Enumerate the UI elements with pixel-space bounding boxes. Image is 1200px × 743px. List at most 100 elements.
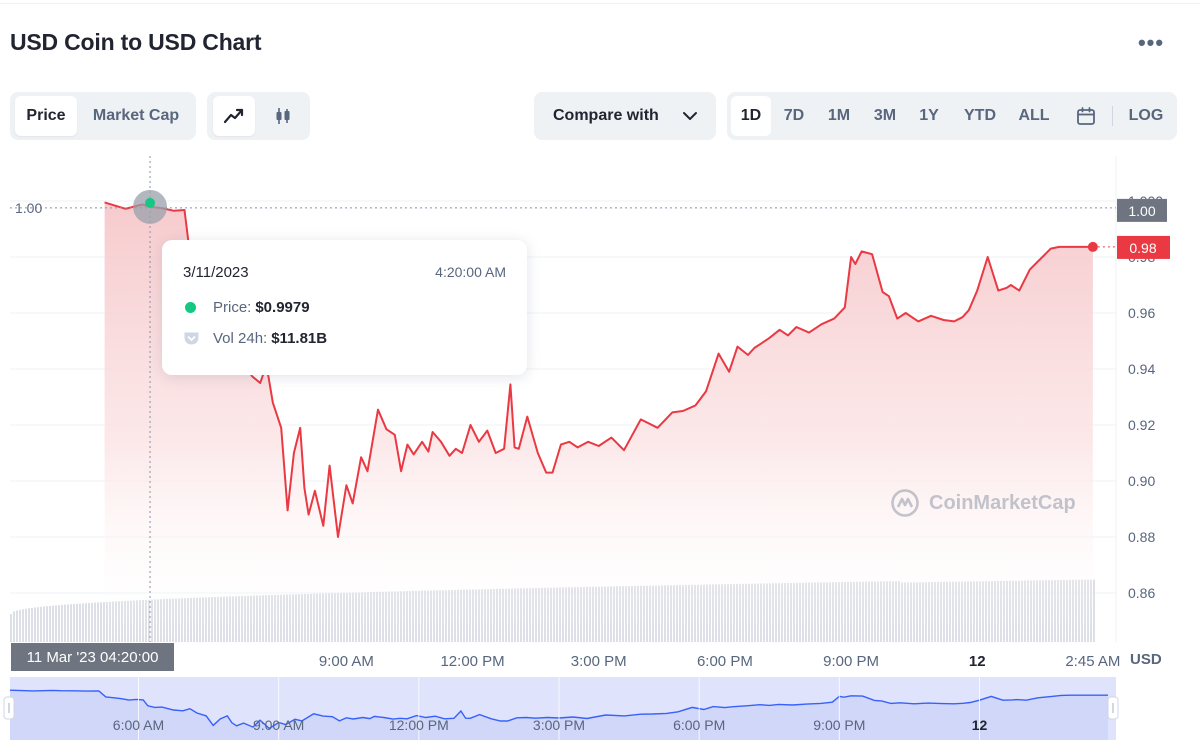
volume-bar: [19, 609, 21, 642]
price-area: [104, 201, 1093, 640]
current-value-badge: [1117, 235, 1170, 259]
x-tick-label: 12:00 PM: [440, 653, 504, 670]
crosshair-left-y-label: 1.00: [15, 200, 42, 216]
volume-bar: [43, 606, 45, 642]
volume-bar: [1093, 579, 1095, 642]
line-chart-button[interactable]: [213, 96, 255, 136]
candlestick-chart-button[interactable]: [262, 96, 304, 136]
compare-with-dropdown[interactable]: Compare with: [534, 92, 716, 140]
volume-bar: [16, 610, 18, 642]
tooltip-volume-value: $11.81B: [271, 330, 328, 347]
volume-bar: [76, 603, 78, 642]
volume-bar: [73, 604, 75, 642]
navigator-tick-label: 9:00 PM: [813, 717, 865, 733]
y-tick-label: 0.86: [1128, 585, 1155, 601]
coinmarketcap-logo-icon: [891, 489, 919, 517]
navigator-tick-label: 12: [972, 717, 988, 733]
data-type-toggle: Price Market Cap: [10, 92, 196, 140]
tooltip-price-row: Price: $0.9979: [183, 299, 310, 316]
price-dot-icon: [185, 302, 196, 313]
tooltip-volume-row: Vol 24h: $11.81B: [183, 330, 327, 347]
more-options-icon[interactable]: •••: [1137, 30, 1165, 55]
range-1d[interactable]: 1D: [731, 96, 771, 136]
compare-with-label: Compare with: [553, 107, 659, 124]
chevron-down-icon: [683, 112, 697, 120]
tab-price[interactable]: Price: [15, 96, 77, 136]
tooltip-time: 4:20:00 AM: [435, 264, 506, 280]
navigator-tick-label: 3:00 PM: [533, 717, 585, 733]
y-tick-label: 0.88: [1128, 529, 1155, 545]
x-tick-label: 2:45 AM: [1065, 653, 1120, 670]
coinmarketcap-watermark: CoinMarketCap: [890, 488, 1076, 518]
current-price-dot: [1087, 241, 1098, 252]
volume-bar: [58, 605, 60, 642]
time-range-toggle: 1D 7D 1M 3M 1Y YTD ALL LOG: [727, 92, 1177, 140]
tooltip-price-value: $0.9979: [255, 299, 310, 316]
price-line: [104, 201, 1093, 538]
price-tooltip: 3/11/2023 4:20:00 AM Price: $0.9979 Vol …: [162, 240, 527, 375]
tooltip-volume-label: Vol 24h:: [213, 330, 268, 347]
top-divider: [0, 0, 1200, 4]
volume-bar: [67, 604, 69, 642]
candlestick-chart-icon: [276, 108, 290, 124]
chart-overlay: 1.00 1.00 0.98: [10, 156, 1170, 642]
hover-dot: [145, 197, 156, 208]
range-all[interactable]: ALL: [1018, 107, 1050, 124]
volume-bar: [64, 604, 66, 642]
volume-bar: [49, 605, 51, 642]
range-divider: [1112, 106, 1113, 126]
volume-bar: [82, 603, 84, 642]
line-chart-icon: [223, 108, 244, 124]
range-7d[interactable]: 7D: [783, 107, 805, 124]
navigator-area: [10, 690, 1108, 740]
y-tick-label: 0.96: [1128, 305, 1155, 321]
range-1y[interactable]: 1Y: [919, 107, 939, 124]
volume-bar: [94, 602, 96, 642]
range-1m[interactable]: 1M: [827, 107, 851, 124]
volume-bar: [25, 608, 27, 642]
volume-bar: [55, 605, 57, 642]
volume-bar: [97, 602, 99, 642]
volume-bar: [61, 604, 63, 642]
volume-bar: [31, 607, 33, 642]
navigator-tick-label: 9:00 AM: [253, 717, 304, 733]
current-value-badge-text: 0.98: [1129, 240, 1156, 256]
watermark-text: CoinMarketCap: [929, 491, 1076, 514]
tooltip-price-label: Price:: [213, 299, 252, 316]
x-tick-label: 9:00 AM: [319, 653, 374, 670]
navigator-line: [9, 689, 1108, 730]
tab-market-cap[interactable]: Market Cap: [92, 107, 180, 124]
volume-bar: [88, 602, 90, 642]
currency-label: USD: [1130, 651, 1162, 668]
page-title: USD Coin to USD Chart: [10, 29, 262, 55]
volume-bar: [40, 606, 42, 642]
range-3m[interactable]: 3M: [873, 107, 897, 124]
volume-bar: [22, 609, 24, 642]
volume-bar: [70, 604, 72, 642]
price-area-fill: [104, 202, 1093, 640]
volume-icon: [184, 332, 199, 345]
navigator-tick-label: 6:00 PM: [673, 717, 725, 733]
volume-bar: [37, 607, 39, 642]
volume-bar: [10, 614, 12, 642]
range-navigator[interactable]: 6:00 AM 9:00 AM 12:00 PM 3:00 PM 6:00 PM 9:00…: [3, 677, 1119, 740]
calendar-button[interactable]: [1067, 96, 1105, 136]
hover-value-badge: [1117, 198, 1167, 222]
chart-type-toggle: [207, 92, 310, 140]
x-tick-label: 6:00 PM: [697, 653, 753, 670]
volume-bar: [13, 611, 15, 642]
x-tick-label: 12: [969, 653, 986, 670]
crosshair-x-label: 11 Mar '23 04:20:00: [11, 643, 174, 671]
log-scale-toggle[interactable]: LOG: [1128, 107, 1164, 124]
range-ytd[interactable]: YTD: [964, 107, 996, 124]
volume-bar: [85, 603, 87, 642]
y-tick-label: 0.92: [1128, 417, 1155, 433]
y-tick-label: 0.90: [1128, 473, 1155, 489]
x-axis: 9:00 AM 12:00 PM 3:00 PM 6:00 PM 9:00 PM 12 2:…: [319, 653, 1120, 670]
x-tick-label: 3:00 PM: [571, 653, 627, 670]
volume-bar: [79, 603, 81, 642]
volume-bar: [91, 602, 93, 642]
volume-bar: [28, 608, 30, 642]
volume-bar: [34, 607, 36, 642]
